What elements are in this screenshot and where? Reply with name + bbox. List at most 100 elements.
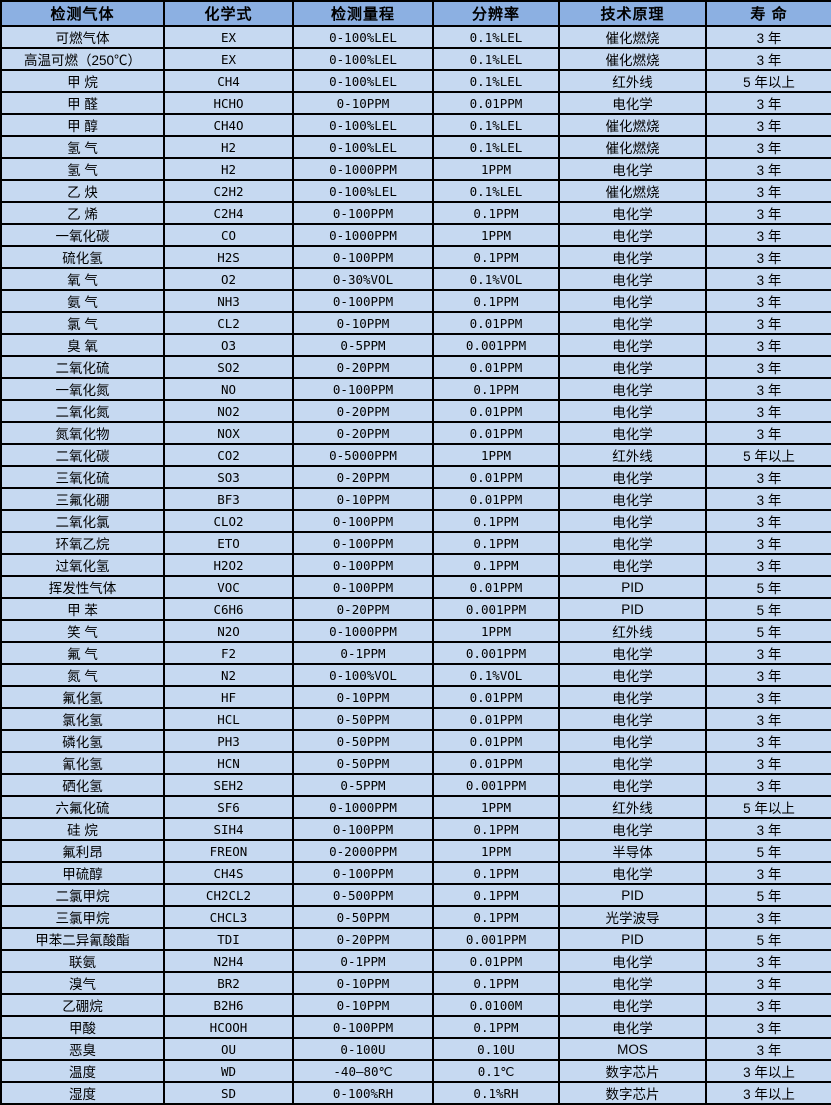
table-cell: 3 年 (705, 729, 831, 753)
table-cell: 0-500PPM (292, 883, 434, 907)
table-cell: 电化学 (558, 311, 707, 335)
table-cell: 0-100PPM (292, 509, 434, 533)
table-cell: 5 年 (705, 927, 831, 951)
table-cell: 0-10PPM (292, 993, 434, 1017)
table-cell: 0-5PPM (292, 333, 434, 357)
table-row: 六氟化硫 SF6 0-1000PPM 1PPM 红外线 5 年以上 (0, 795, 831, 819)
table-row: 氢 气 H2 0-1000PPM 1PPM 电化学 3 年 (0, 157, 831, 181)
table-cell: BF3 (163, 487, 294, 511)
table-cell: 二氯甲烷 (0, 883, 165, 907)
table-cell: 0.001PPM (432, 927, 560, 951)
table-cell: PH3 (163, 729, 294, 753)
table-cell: 甲硫醇 (0, 861, 165, 885)
table-row: 二氯甲烷 CH2CL2 0-500PPM 0.1PPM PID 5 年 (0, 883, 831, 907)
table-cell: 氮 气 (0, 663, 165, 687)
table-cell: 恶臭 (0, 1037, 165, 1061)
table-cell: 甲 醛 (0, 91, 165, 115)
table-cell: 0-100%LEL (292, 25, 434, 49)
table-row: 乙硼烷 B2H6 0-10PPM 0.0100M 电化学 3 年 (0, 993, 831, 1017)
table-cell: SO3 (163, 465, 294, 489)
table-cell: 0.0100M (432, 993, 560, 1017)
table-row: 甲苯二异氰酸酯 TDI 0-20PPM 0.001PPM PID 5 年 (0, 927, 831, 951)
table-cell: N2O (163, 619, 294, 643)
table-cell: 3 年 (705, 355, 831, 379)
table-cell: 电化学 (558, 245, 707, 269)
table-cell: CO2 (163, 443, 294, 467)
table-cell: 氯 气 (0, 311, 165, 335)
table-cell: 三氟化硼 (0, 487, 165, 511)
table-cell: C6H6 (163, 597, 294, 621)
table-row: 氧 气 O2 0-30%VOL 0.1%VOL 电化学 3 年 (0, 267, 831, 291)
table-cell: PID (558, 927, 707, 951)
table-cell: 0.01PPM (432, 311, 560, 335)
table-cell: 0-100PPM (292, 553, 434, 577)
table-row: 三氟化硼 BF3 0-10PPM 0.01PPM 电化学 3 年 (0, 487, 831, 511)
table-cell: 0.1%LEL (432, 25, 560, 49)
table-cell: 0-5PPM (292, 773, 434, 797)
table-cell: 3 年 (705, 971, 831, 995)
table-cell: 甲 醇 (0, 113, 165, 137)
table-cell: 电化学 (558, 971, 707, 995)
table-row: 氟利昂 FREON 0-2000PPM 1PPM 半导体 5 年 (0, 839, 831, 863)
table-row: 甲 烷 CH4 0-100%LEL 0.1%LEL 红外线 5 年以上 (0, 69, 831, 93)
table-cell: 二氧化氯 (0, 509, 165, 533)
table-cell: H2O2 (163, 553, 294, 577)
table-cell: 电化学 (558, 421, 707, 445)
table-row: 挥发性气体 VOC 0-100PPM 0.01PPM PID 5 年 (0, 575, 831, 599)
table-cell: 5 年以上 (705, 795, 831, 819)
table-row: 可燃气体 EX 0-100%LEL 0.1%LEL 催化燃烧 3 年 (0, 25, 831, 49)
table-cell: 0-100%VOL (292, 663, 434, 687)
table-cell: 0-100%RH (292, 1081, 434, 1105)
table-cell: 0.001PPM (432, 773, 560, 797)
table-cell: 5 年以上 (705, 69, 831, 93)
table-cell: 3 年 (705, 91, 831, 115)
table-cell: 电化学 (558, 157, 707, 181)
table-cell: 氧 气 (0, 267, 165, 291)
table-cell: PID (558, 575, 707, 599)
table-cell: 3 年 (705, 179, 831, 203)
table-cell: 电化学 (558, 993, 707, 1017)
table-cell: 0.1%VOL (432, 267, 560, 291)
table-cell: 催化燃烧 (558, 135, 707, 159)
table-cell: 电化学 (558, 751, 707, 775)
table-cell: 0.1PPM (432, 1015, 560, 1039)
table-row: 氮 气 N2 0-100%VOL 0.1%VOL 电化学 3 年 (0, 663, 831, 687)
table-cell: 3 年 (705, 399, 831, 423)
table-cell: 0-100PPM (292, 245, 434, 269)
table-cell: 红外线 (558, 795, 707, 819)
table-cell: H2S (163, 245, 294, 269)
table-cell: EX (163, 47, 294, 71)
table-cell: SIH4 (163, 817, 294, 841)
table-cell: 甲苯二异氰酸酯 (0, 927, 165, 951)
table-cell: 笑 气 (0, 619, 165, 643)
table-cell: 0-10PPM (292, 487, 434, 511)
table-cell: BR2 (163, 971, 294, 995)
table-row: 氰化氢 HCN 0-50PPM 0.01PPM 电化学 3 年 (0, 751, 831, 775)
table-cell: 一氧化碳 (0, 223, 165, 247)
table-cell: 磷化氢 (0, 729, 165, 753)
table-cell: 0-10PPM (292, 685, 434, 709)
header-cell-4: 技术原理 (558, 0, 707, 27)
table-cell: 氟化氢 (0, 685, 165, 709)
table-cell: 0.01PPM (432, 399, 560, 423)
table-cell: 0.01PPM (432, 949, 560, 973)
table-cell: 催化燃烧 (558, 47, 707, 71)
table-cell: 3 年以上 (705, 1081, 831, 1105)
table-cell: N2 (163, 663, 294, 687)
table-cell: 0-100%LEL (292, 47, 434, 71)
table-row: 湿度 SD 0-100%RH 0.1%RH 数字芯片 3 年以上 (0, 1081, 831, 1105)
table-cell: 0-100PPM (292, 817, 434, 841)
table-cell: H2 (163, 157, 294, 181)
table-cell: 0-5000PPM (292, 443, 434, 467)
table-cell: 0-1000PPM (292, 223, 434, 247)
table-cell: 3 年 (705, 245, 831, 269)
table-cell: 0-100PPM (292, 575, 434, 599)
table-cell: 3 年 (705, 1015, 831, 1039)
table-cell: 红外线 (558, 443, 707, 467)
table-cell: 5 年 (705, 883, 831, 907)
table-cell: FREON (163, 839, 294, 863)
table-cell: 0-1000PPM (292, 619, 434, 643)
table-cell: 0.1PPM (432, 817, 560, 841)
table-cell: 0-10PPM (292, 91, 434, 115)
table-row: 乙 烯 C2H4 0-100PPM 0.1PPM 电化学 3 年 (0, 201, 831, 225)
